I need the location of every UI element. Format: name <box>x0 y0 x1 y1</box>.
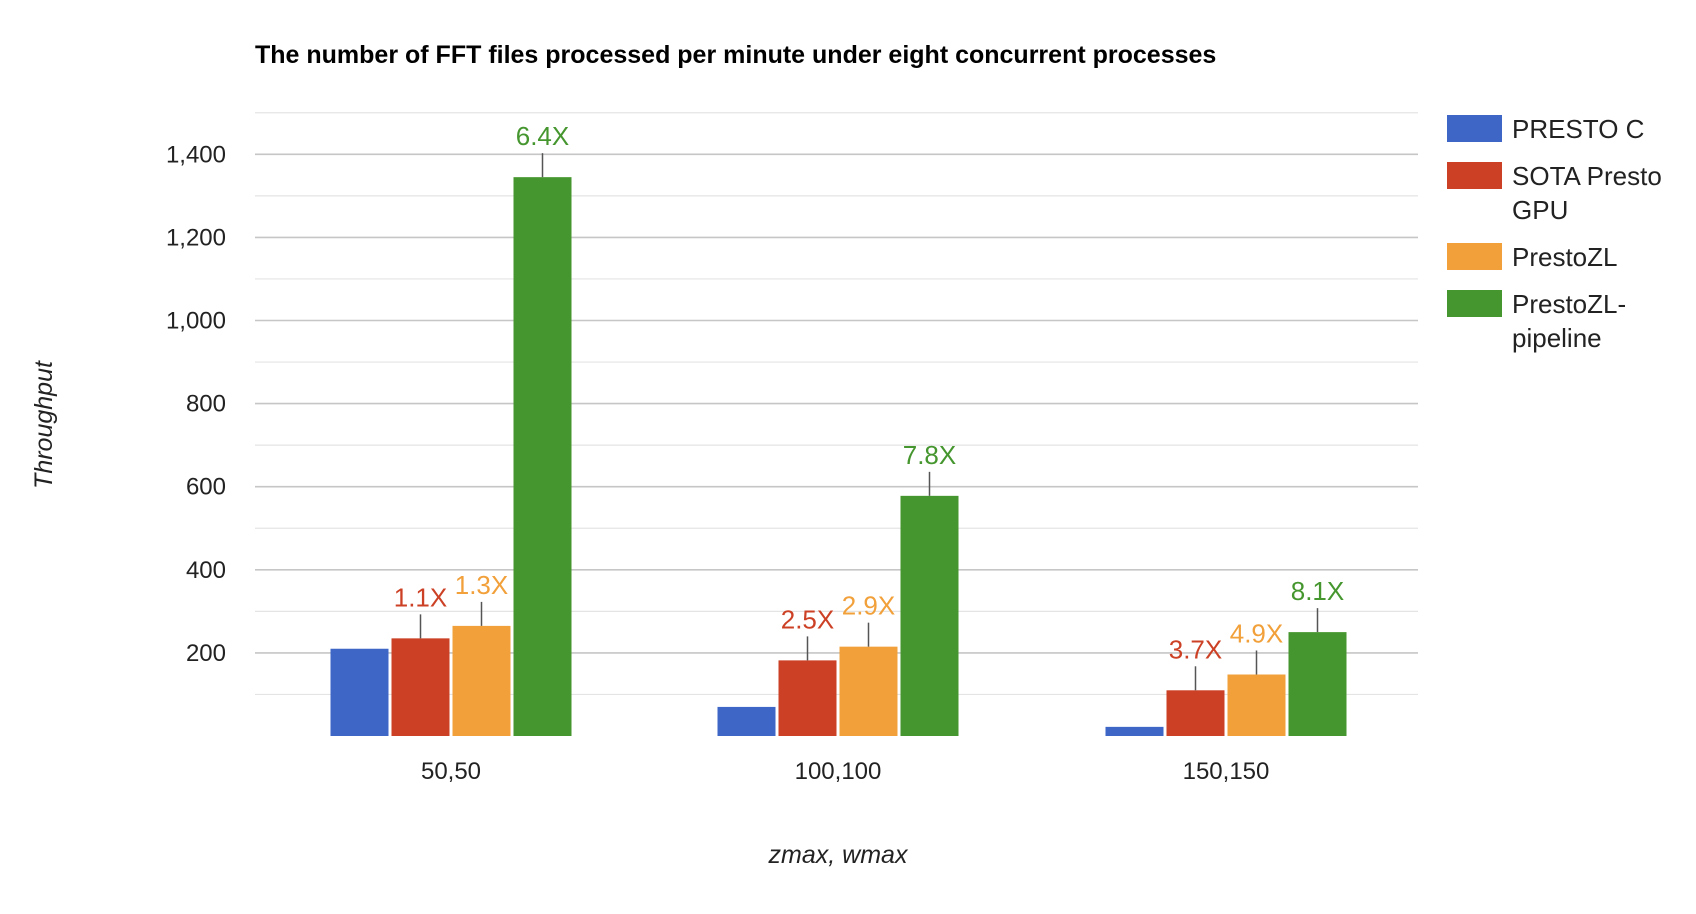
y-tick-label: 200 <box>186 640 226 667</box>
bar <box>717 706 776 736</box>
y-tick-label: 1,400 <box>166 141 226 168</box>
legend-label: SOTA Presto <box>1512 161 1662 191</box>
x-axis-title: zmax, wmax <box>768 841 909 869</box>
data-label: 3.7X <box>1169 634 1223 664</box>
data-label: 4.9X <box>1230 619 1284 649</box>
chart-title: The number of FFT files processed per mi… <box>255 41 1216 69</box>
data-label: 8.1X <box>1291 576 1345 606</box>
y-tick-label: 1,200 <box>166 224 226 251</box>
bar <box>391 638 450 736</box>
data-label: 6.4X <box>516 121 570 151</box>
legend-swatch <box>1447 115 1502 142</box>
legend-label: PrestoZL <box>1512 242 1618 272</box>
data-label: 1.1X <box>394 582 448 612</box>
bar <box>1105 726 1164 736</box>
x-tick-label: 50,50 <box>421 758 481 785</box>
legend: PRESTO C SOTA Presto GPU PrestoZL PrestoZL-p… <box>1447 114 1662 353</box>
legend-swatch <box>1447 162 1502 189</box>
y-tick-label: 1,000 <box>166 308 226 335</box>
bar <box>778 660 837 736</box>
y-axis-ticks: 200 400 600 800 1,000 1,200 1,400 <box>166 141 226 667</box>
bar <box>839 646 898 736</box>
y-tick-label: 800 <box>186 391 226 418</box>
legend-swatch <box>1447 243 1502 270</box>
legend-label: PRESTO C <box>1512 114 1644 144</box>
x-tick-label: 150,150 <box>1183 758 1270 785</box>
y-axis-title: Throughput <box>30 360 58 489</box>
gridlines <box>255 112 1418 696</box>
bar <box>1166 690 1225 736</box>
y-tick-label: 400 <box>186 557 226 584</box>
legend-label: GPU <box>1512 195 1568 225</box>
bar <box>452 625 511 736</box>
data-label: 1.3X <box>455 570 509 600</box>
bar <box>1288 632 1347 736</box>
legend-label: PrestoZL- <box>1512 289 1626 319</box>
bar <box>900 495 959 736</box>
bar <box>513 177 572 737</box>
data-label: 7.8X <box>903 440 957 470</box>
data-label: 2.9X <box>842 591 896 621</box>
y-tick-label: 600 <box>186 474 226 501</box>
bar <box>330 648 389 736</box>
bars <box>330 177 1347 737</box>
data-label: 2.5X <box>781 604 835 634</box>
legend-swatch <box>1447 290 1502 317</box>
x-tick-label: 100,100 <box>795 758 882 785</box>
data-labels: 1.1X 1.3X 6.4X 2.5X 2.9X 7.8X 3.7X4.9X8.1X <box>394 121 1345 691</box>
bar <box>1227 674 1286 736</box>
legend-label: pipeline <box>1512 323 1602 353</box>
x-axis-ticks: 50,50 100,100 150,150 <box>421 758 1269 785</box>
